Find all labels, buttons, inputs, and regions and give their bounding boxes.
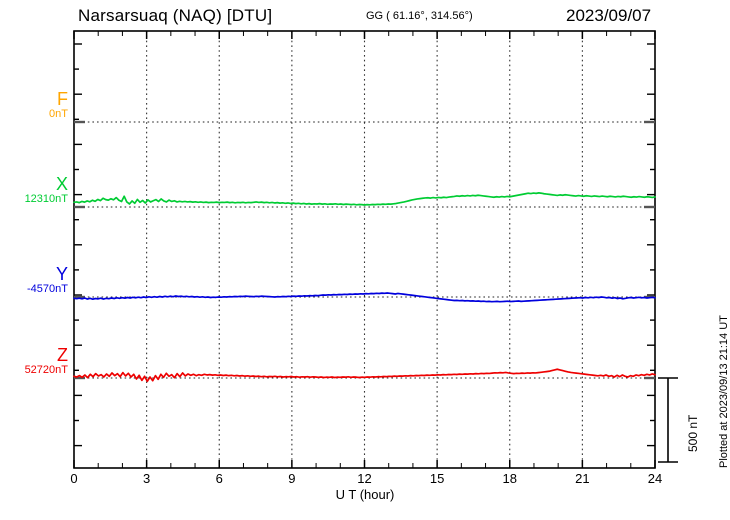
component-name-F: F: [57, 89, 68, 109]
x-tick-label: 6: [215, 471, 223, 486]
x-tick-label: 24: [647, 471, 663, 486]
x-tick-label: 3: [143, 471, 151, 486]
plot-frame: [73, 30, 656, 469]
component-name-X: X: [55, 174, 68, 194]
x-axis-label: U T (hour): [335, 487, 395, 502]
component-label-Y: Y -4570nT: [2, 265, 68, 296]
x-tick-label: 9: [288, 471, 296, 486]
x-tick-label: 0: [70, 471, 78, 486]
scale-bar-label: 500 nT: [686, 414, 700, 452]
plotted-timestamp: Plotted at 2023/09/13 21:14 UT: [718, 315, 730, 468]
component-name-Y: Y: [55, 264, 68, 284]
component-baseline-F: 0nT: [49, 108, 68, 120]
trace-Z: [73, 368, 656, 383]
trace-Y: [73, 292, 656, 303]
x-tick-label: 12: [357, 471, 372, 486]
component-label-F: F 0nT: [2, 90, 68, 121]
component-baseline-Z: 52720nT: [24, 364, 68, 376]
geographic-coordinates: GG ( 61.16°, 314.56°): [366, 10, 473, 22]
station-title: Narsarsuaq (NAQ) [DTU]: [78, 6, 273, 25]
x-tick-label: 21: [575, 471, 590, 486]
x-tick-label: 15: [429, 471, 445, 486]
component-name-Z: Z: [57, 345, 68, 365]
trace-X: [73, 192, 656, 206]
observation-date: 2023/09/07: [566, 6, 652, 25]
x-tick-label: 18: [502, 471, 517, 486]
component-label-Z: Z 52720nT: [2, 346, 68, 377]
component-baseline-Y: -4570nT: [27, 283, 68, 295]
component-baseline-X: 12310nT: [24, 193, 68, 205]
component-label-X: X 12310nT: [2, 175, 68, 206]
